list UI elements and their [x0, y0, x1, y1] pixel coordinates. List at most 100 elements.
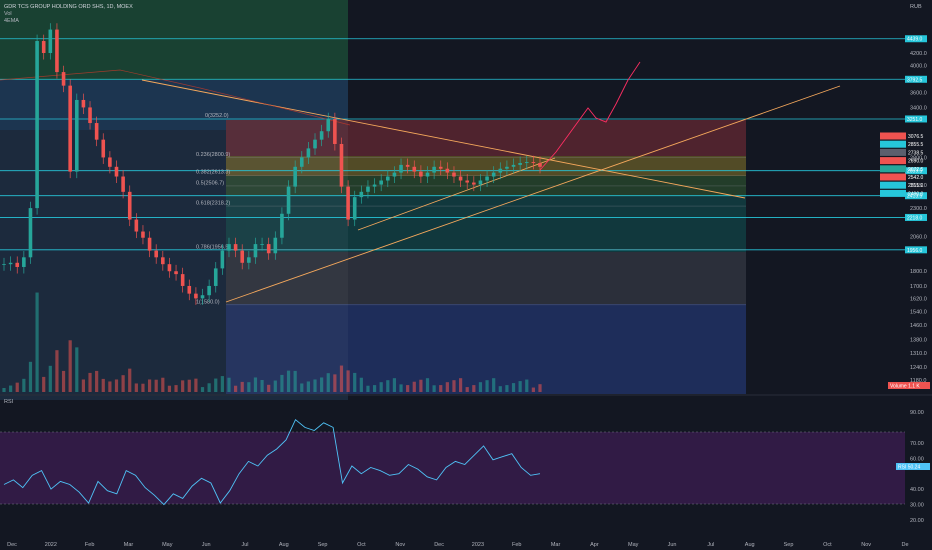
- volume-bar: [42, 376, 46, 392]
- volume-bar: [286, 370, 291, 392]
- fib-label-5: 1(1580.0): [196, 299, 220, 305]
- price-axis[interactable]: 4200.0 4000.0 3600.0 3400.0 2800.0 2515.0 2300…: [910, 51, 927, 384]
- time-tick-1: 2022: [45, 542, 57, 548]
- volume-bar: [518, 381, 522, 392]
- price-tick-3: 3400.0: [910, 105, 927, 111]
- time-tick-14: Mar: [551, 542, 561, 548]
- candle-body: [220, 250, 225, 269]
- volume-bar: [478, 382, 483, 392]
- time-tick-6: Jul: [241, 542, 248, 548]
- price-tick-12: 1460.0: [910, 323, 927, 329]
- time-tick-5: Jun: [202, 542, 211, 548]
- price-tick-5: 2515.0: [910, 183, 927, 189]
- candle-body: [531, 162, 536, 164]
- candle-body: [432, 166, 436, 173]
- volume-bar: [2, 388, 6, 392]
- price-badge-1: [880, 140, 906, 148]
- time-tick-2: Feb: [85, 542, 94, 548]
- volume-bar: [412, 381, 416, 392]
- price-tick-4: 2800.0: [910, 155, 927, 161]
- volume-bar: [300, 383, 304, 392]
- volume-bar: [425, 378, 430, 392]
- volume-bar: [353, 372, 357, 392]
- volume-bar: [75, 347, 79, 392]
- trend-line-down: [141, 79, 746, 199]
- volume-bar: [207, 383, 211, 392]
- level-badge-4: [905, 192, 927, 200]
- candle-body: [74, 99, 79, 172]
- candle-body: [22, 257, 26, 267]
- volume-bars: [2, 292, 542, 392]
- candle-body: [101, 139, 106, 158]
- time-tick-7: Aug: [279, 542, 289, 548]
- price-tick-14: 1310.0: [910, 351, 927, 357]
- volume-badge: Volume 1.1 K: [890, 384, 920, 390]
- candle-body: [472, 182, 476, 185]
- level-badge-0: [905, 35, 927, 43]
- volume-bar: [35, 292, 39, 392]
- time-tick-19: Aug: [745, 542, 755, 548]
- volume-bar: [240, 381, 244, 392]
- rsi-badge-bg: [896, 463, 930, 470]
- volume-bar: [267, 384, 271, 392]
- candle-body: [121, 176, 125, 192]
- candle-body: [207, 285, 211, 296]
- candle-body: [260, 244, 264, 245]
- volume-bar: [366, 385, 370, 392]
- price-badge-value-1: 2855.5: [908, 142, 924, 148]
- candle-body: [425, 172, 430, 177]
- candle-body: [8, 262, 13, 265]
- volume-bar: [161, 377, 165, 392]
- candle-body: [478, 180, 483, 185]
- level-badge-5: [905, 213, 927, 221]
- zone-highlight: [226, 120, 348, 394]
- candle-body: [253, 244, 258, 258]
- chart-title: GDR TCS GROUP HOLDING ORD SHS, 1D, MOEX: [4, 4, 133, 10]
- price-badge-value-0: 3076.5: [908, 134, 924, 140]
- trend-line-inner: [357, 157, 556, 231]
- candle-body: [2, 264, 6, 265]
- price-badge-value-5: 2542.0: [908, 175, 924, 181]
- volume-bar: [253, 377, 258, 392]
- rsi-tick-0: 90.00: [910, 410, 924, 416]
- fib-label-top: 0(3252.0): [205, 113, 229, 119]
- candle-body: [299, 157, 304, 167]
- fib-label-3: 0.618(2318.2): [196, 201, 230, 207]
- time-tick-22: Nov: [861, 542, 871, 548]
- candle-body: [511, 164, 516, 167]
- candle-body: [213, 268, 218, 286]
- candle-body: [273, 237, 278, 254]
- candle-body: [233, 244, 238, 251]
- price-tick-8: 1800.0: [910, 269, 927, 275]
- volume-bar: [320, 377, 324, 392]
- candle-body: [174, 271, 178, 275]
- price-tick-10: 1620.0: [910, 296, 927, 302]
- time-axis[interactable]: Dec 2022 Feb Mar May Jun Jul Aug Sep Oct Nov Dec 202…: [7, 542, 908, 548]
- time-tick-10: Nov: [395, 542, 405, 548]
- candle-body: [458, 176, 463, 181]
- candle-body: [465, 180, 470, 183]
- volume-bar: [22, 378, 26, 392]
- volume-bar: [399, 384, 403, 392]
- volume-bar: [81, 379, 86, 392]
- volume-bar: [392, 378, 397, 392]
- candle-body: [240, 250, 245, 263]
- candle-body: [359, 191, 364, 198]
- time-tick-11: Dec: [434, 542, 444, 548]
- candle-body: [55, 29, 59, 73]
- candle-body: [485, 176, 489, 181]
- price-tick-9: 1700.0: [910, 284, 927, 290]
- rsi-tick-4: 30.00: [910, 503, 924, 509]
- price-badge-value-7: 2490.0: [908, 191, 924, 197]
- time-tick-9: Oct: [357, 542, 366, 548]
- volume-bar: [154, 379, 158, 392]
- price-tick-2: 3600.0: [910, 91, 927, 97]
- volume-bar: [346, 370, 350, 392]
- rsi-band: [0, 432, 905, 504]
- time-tick-3: Mar: [124, 542, 134, 548]
- candle-body: [48, 29, 53, 53]
- candle-body: [333, 119, 337, 144]
- volume-bar: [359, 377, 363, 392]
- candle-body: [108, 157, 112, 167]
